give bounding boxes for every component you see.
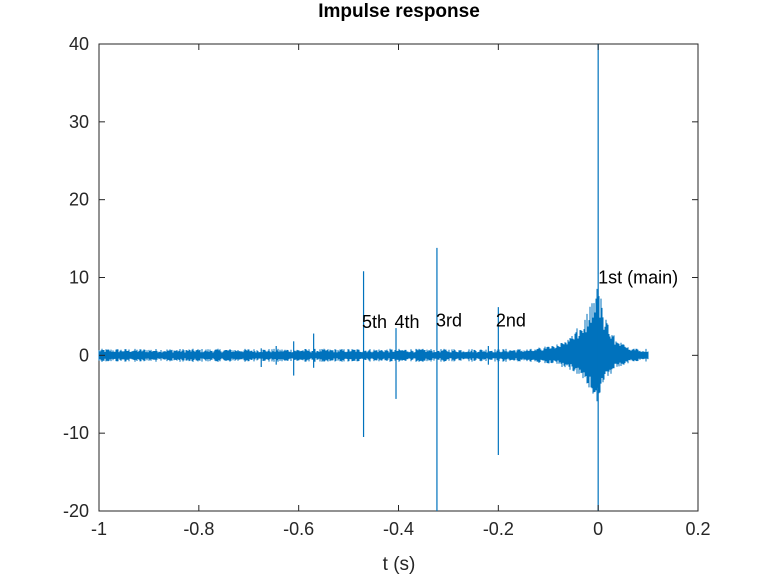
annotations: 1st (main) 2nd 3rd 4th 5th	[362, 268, 678, 332]
annotation-label: 3rd	[436, 310, 462, 330]
y-tick-label: -10	[63, 423, 89, 443]
annotation-label: 4th	[395, 312, 420, 332]
x-axis: -1 -0.8 -0.6 -0.4 -0.2 0 0.2	[91, 44, 711, 539]
y-tick-label: -20	[63, 501, 89, 521]
y-tick-label: 10	[69, 268, 89, 288]
annotation-label: 2nd	[496, 310, 526, 330]
x-axis-label: t (s)	[383, 554, 416, 575]
chart-title: Impulse response	[318, 1, 480, 22]
x-tick-label: -0.2	[483, 519, 514, 539]
signal-trace	[98, 288, 649, 402]
x-tick-label: -0.8	[183, 519, 214, 539]
x-tick-label: -0.4	[383, 519, 414, 539]
y-tick-label: 30	[69, 112, 89, 132]
y-tick-label: 0	[79, 345, 89, 365]
x-tick-label: -1	[91, 519, 107, 539]
annotation-label: 1st (main)	[598, 268, 678, 288]
x-tick-label: 0.2	[685, 519, 710, 539]
y-axis: -20 -10 0 10 20 30 40	[63, 34, 698, 521]
x-tick-label: 0	[593, 519, 603, 539]
annotation-label: 5th	[362, 312, 387, 332]
x-tick-label: -0.6	[283, 519, 314, 539]
y-tick-label: 40	[69, 34, 89, 54]
y-tick-label: 20	[69, 190, 89, 210]
